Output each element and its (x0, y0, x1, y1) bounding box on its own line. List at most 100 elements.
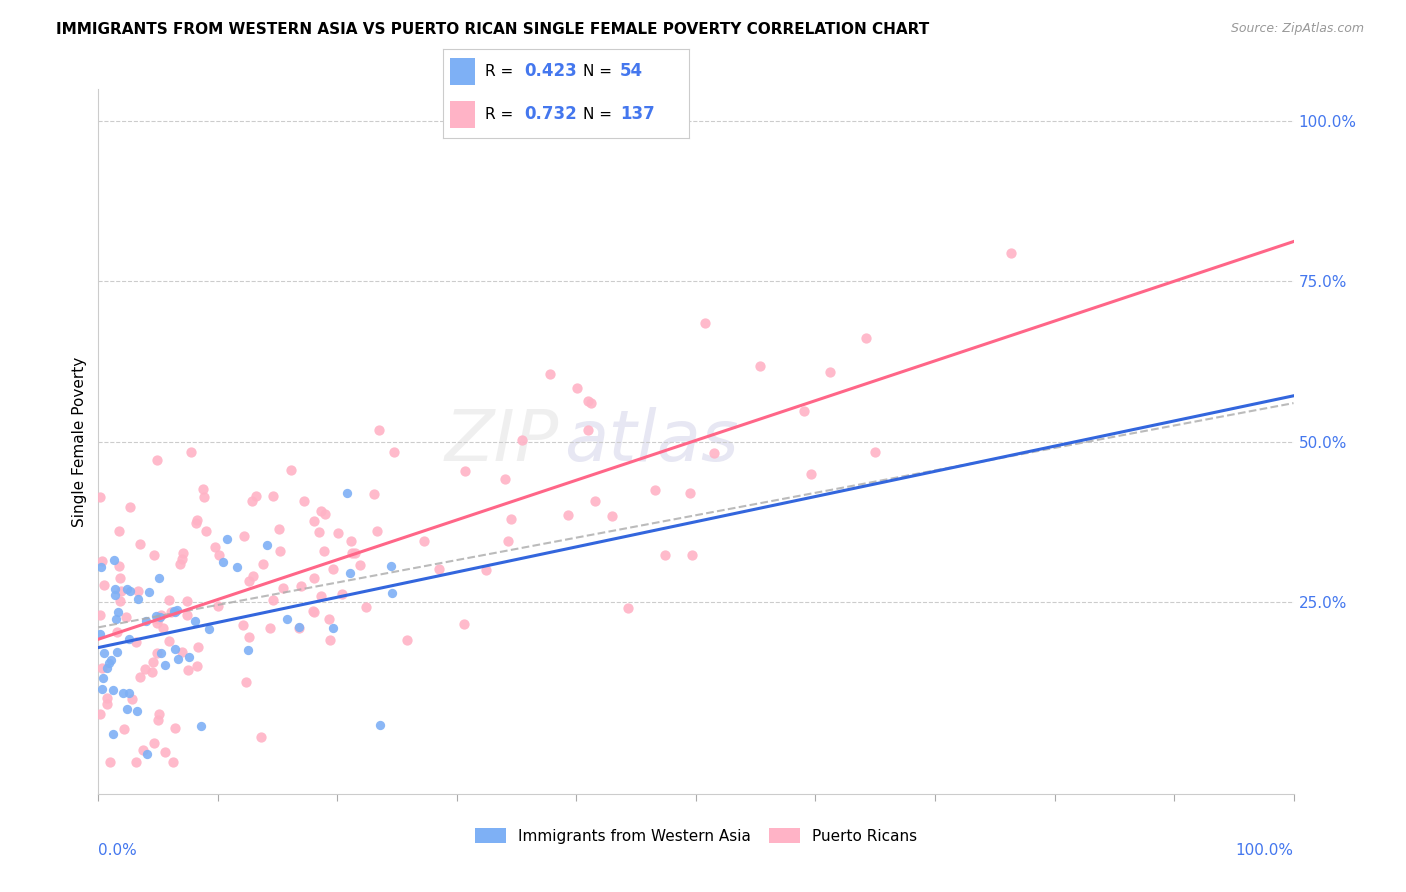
Point (159, 606, 181, 620)
Point (259, 621, 281, 635)
Text: 0.0%: 0.0% (98, 843, 138, 858)
Point (141, 665, 163, 680)
Bar (450, 101, 475, 128)
Point (91, 661, 114, 675)
Point (280, 463, 302, 477)
Point (108, 524, 131, 539)
Point (312, 544, 335, 558)
Point (238, 631, 260, 645)
Point (263, 490, 285, 504)
Point (499, 512, 522, 526)
Point (322, 621, 344, 635)
Point (125, 704, 148, 718)
Point (576, 394, 599, 409)
Point (100, 653, 122, 667)
Point (1000, 245, 1022, 260)
Point (800, 467, 823, 482)
Point (576, 423, 599, 437)
Point (475, 563, 498, 577)
Point (304, 571, 326, 585)
Point (204, 540, 226, 554)
Point (129, 670, 152, 684)
Text: R =: R = (485, 64, 517, 78)
Text: Source: ZipAtlas.com: Source: ZipAtlas.com (1230, 22, 1364, 36)
Point (118, 686, 141, 700)
Point (184, 516, 207, 530)
Point (288, 620, 311, 634)
Point (101, 727, 124, 741)
Point (644, 483, 666, 498)
Point (207, 599, 229, 613)
Point (340, 534, 363, 549)
Point (225, 560, 247, 574)
Point (236, 643, 259, 657)
Point (143, 548, 166, 562)
Point (269, 522, 291, 536)
Point (118, 584, 141, 599)
Point (703, 446, 725, 460)
Point (105, 624, 128, 639)
Point (186, 659, 208, 673)
Point (146, 453, 169, 467)
Point (454, 464, 477, 478)
Point (98, 755, 121, 769)
Point (108, 594, 131, 608)
Point (125, 755, 148, 769)
Point (496, 533, 519, 548)
Point (330, 587, 353, 601)
Point (600, 508, 623, 523)
Point (121, 692, 143, 706)
Point (170, 645, 193, 659)
Point (318, 612, 340, 626)
Point (538, 368, 561, 382)
Point (366, 524, 388, 539)
Point (115, 582, 138, 596)
Point (193, 491, 215, 505)
Point (380, 558, 402, 573)
Point (96, 661, 118, 675)
Point (322, 562, 344, 576)
Point (311, 503, 333, 517)
Point (187, 640, 209, 654)
Point (217, 532, 239, 546)
Text: atlas: atlas (565, 407, 740, 476)
Point (336, 486, 359, 500)
Point (427, 562, 450, 576)
Point (169, 558, 191, 572)
Point (136, 747, 159, 761)
Point (197, 622, 219, 636)
Text: R =: R = (485, 107, 517, 121)
Point (242, 569, 264, 583)
Point (179, 649, 201, 664)
Point (101, 683, 124, 698)
Point (104, 588, 127, 602)
Point (818, 365, 841, 379)
Point (90, 560, 112, 574)
Point (256, 538, 278, 552)
Point (290, 579, 312, 593)
Point (865, 445, 887, 459)
Point (107, 559, 129, 574)
Point (157, 634, 180, 648)
Point (233, 528, 256, 542)
Point (112, 722, 135, 736)
Point (176, 607, 198, 622)
Point (128, 537, 150, 551)
Point (125, 635, 148, 649)
Point (166, 651, 188, 665)
Point (145, 647, 167, 661)
Point (308, 525, 330, 540)
Point (302, 605, 325, 619)
Point (93, 647, 115, 661)
Point (89, 490, 111, 504)
Point (343, 545, 366, 559)
Point (172, 546, 194, 560)
Point (149, 607, 172, 622)
Point (163, 642, 186, 657)
Point (339, 566, 361, 580)
Point (134, 662, 156, 676)
Point (104, 582, 127, 596)
Point (349, 558, 371, 572)
Point (142, 736, 165, 750)
Point (232, 618, 254, 632)
